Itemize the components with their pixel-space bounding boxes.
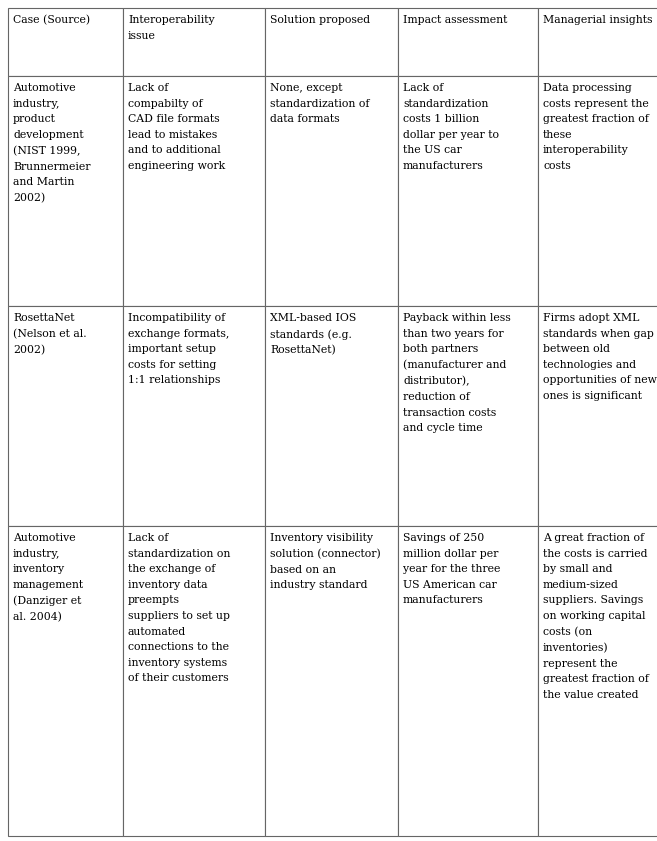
Bar: [398, 526, 538, 836]
Bar: [398, 76, 538, 306]
Bar: [265, 76, 398, 306]
Bar: [265, 306, 398, 526]
Bar: [265, 526, 398, 836]
Bar: [8, 526, 123, 836]
Text: Solution proposed: Solution proposed: [270, 15, 370, 25]
Bar: [123, 306, 265, 526]
Text: Lack of
standardization on
the exchange of
inventory data
preempts
suppliers to : Lack of standardization on the exchange …: [128, 533, 231, 684]
Bar: [398, 306, 538, 526]
Bar: [265, 8, 398, 76]
Text: Data processing
costs represent the
greatest fraction of
these
interoperability
: Data processing costs represent the grea…: [543, 83, 649, 171]
Bar: [8, 8, 123, 76]
Bar: [123, 526, 265, 836]
Text: Automotive
industry,
inventory
management
(Danziger et
al. 2004): Automotive industry, inventory managemen…: [13, 533, 84, 622]
Text: Savings of 250
million dollar per
year for the three
US American car
manufacture: Savings of 250 million dollar per year f…: [403, 533, 501, 606]
Text: Lack of
compabilty of
CAD file formats
lead to mistakes
and to additional
engine: Lack of compabilty of CAD file formats l…: [128, 83, 225, 171]
Text: Automotive
industry,
product
development
(NIST 1999,
Brunnermeier
and Martin
200: Automotive industry, product development…: [13, 83, 91, 204]
Bar: [123, 76, 265, 306]
Bar: [538, 526, 657, 836]
Text: None, except
standardization of
data formats: None, except standardization of data for…: [270, 83, 369, 124]
Text: Managerial insights: Managerial insights: [543, 15, 652, 25]
Text: Interoperability
issue: Interoperability issue: [128, 15, 215, 40]
Bar: [398, 8, 538, 76]
Text: Payback within less
than two years for
both partners
(manufacturer and
distribut: Payback within less than two years for b…: [403, 313, 510, 433]
Text: A great fraction of
the costs is carried
by small and
medium-sized
suppliers. Sa: A great fraction of the costs is carried…: [543, 533, 649, 700]
Text: Firms adopt XML
standards when gap
between old
technologies and
opportunities of: Firms adopt XML standards when gap betwe…: [543, 313, 657, 401]
Text: Incompatibility of
exchange formats,
important setup
costs for setting
1:1 relat: Incompatibility of exchange formats, imp…: [128, 313, 229, 385]
Text: Lack of
standardization
costs 1 billion
dollar per year to
the US car
manufactur: Lack of standardization costs 1 billion …: [403, 83, 499, 171]
Bar: [538, 306, 657, 526]
Bar: [538, 8, 657, 76]
Text: XML-based IOS
standards (e.g.
RosettaNet): XML-based IOS standards (e.g. RosettaNet…: [270, 313, 356, 356]
Text: Case (Source): Case (Source): [13, 15, 90, 25]
Bar: [538, 76, 657, 306]
Text: Inventory visibility
solution (connector)
based on an
industry standard: Inventory visibility solution (connector…: [270, 533, 381, 590]
Text: RosettaNet
(Nelson et al.
2002): RosettaNet (Nelson et al. 2002): [13, 313, 87, 355]
Bar: [123, 8, 265, 76]
Bar: [8, 76, 123, 306]
Bar: [8, 306, 123, 526]
Text: Impact assessment: Impact assessment: [403, 15, 507, 25]
